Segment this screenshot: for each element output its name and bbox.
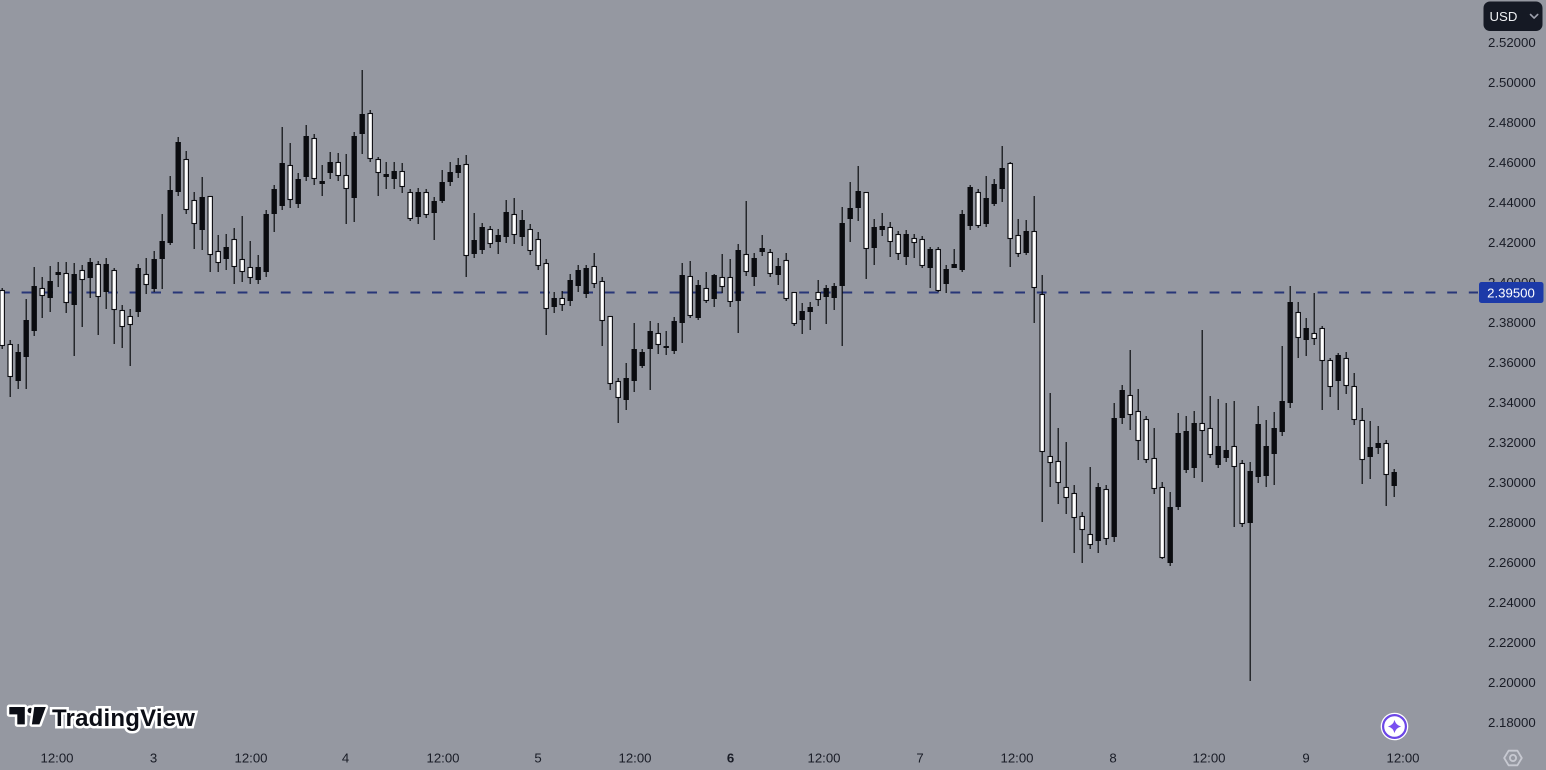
svg-text:2.18000: 2.18000	[1488, 715, 1536, 730]
svg-text:2.50000: 2.50000	[1488, 75, 1536, 90]
svg-text:2.39500: 2.39500	[1487, 285, 1535, 300]
svg-text:2.44000: 2.44000	[1488, 195, 1536, 210]
svg-text:12:00: 12:00	[426, 751, 459, 766]
svg-text:TradingView: TradingView	[52, 705, 195, 732]
svg-text:2.48000: 2.48000	[1488, 115, 1536, 130]
svg-text:12:00: 12:00	[234, 751, 267, 766]
svg-text:2.32000: 2.32000	[1488, 435, 1536, 450]
svg-text:2.38000: 2.38000	[1488, 315, 1536, 330]
svg-text:2.22000: 2.22000	[1488, 635, 1536, 650]
svg-text:2.52000: 2.52000	[1488, 35, 1536, 50]
svg-text:12:00: 12:00	[807, 751, 840, 766]
svg-text:2.42000: 2.42000	[1488, 235, 1536, 250]
svg-text:5: 5	[534, 751, 541, 766]
svg-text:12:00: 12:00	[1000, 751, 1033, 766]
svg-text:2.24000: 2.24000	[1488, 595, 1536, 610]
svg-text:2.36000: 2.36000	[1488, 355, 1536, 370]
svg-text:12:00: 12:00	[1192, 751, 1225, 766]
svg-text:2.34000: 2.34000	[1488, 395, 1536, 410]
svg-text:2.46000: 2.46000	[1488, 155, 1536, 170]
svg-text:4: 4	[342, 751, 349, 766]
svg-text:8: 8	[1109, 751, 1116, 766]
svg-text:2.30000: 2.30000	[1488, 475, 1536, 490]
svg-text:12:00: 12:00	[618, 751, 651, 766]
svg-text:3: 3	[150, 751, 157, 766]
svg-text:12:00: 12:00	[40, 751, 73, 766]
svg-text:9: 9	[1302, 751, 1309, 766]
svg-text:2.28000: 2.28000	[1488, 515, 1536, 530]
svg-text:6: 6	[727, 751, 734, 766]
svg-text:2.26000: 2.26000	[1488, 555, 1536, 570]
svg-text:2.20000: 2.20000	[1488, 675, 1536, 690]
svg-text:7: 7	[916, 751, 923, 766]
svg-text:12:00: 12:00	[1386, 751, 1419, 766]
svg-text:USD: USD	[1490, 9, 1518, 24]
